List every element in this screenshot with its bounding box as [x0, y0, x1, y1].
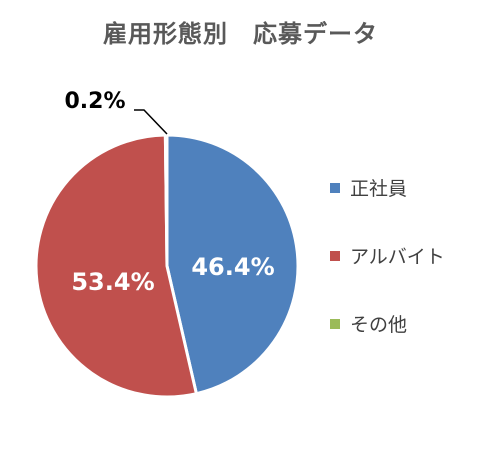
legend-swatch-parttime [330, 250, 340, 261]
legend-item: アルバイト [330, 242, 445, 269]
legend-swatch-regular [330, 182, 340, 193]
legend-item: その他 [330, 310, 407, 337]
legend-label: アルバイト [350, 246, 445, 268]
data-label: 46.4% [191, 253, 274, 281]
legend-swatch-other [330, 318, 340, 329]
chart-title: 雇用形態別 応募データ [103, 20, 378, 48]
pie-slice-parttime [34, 133, 199, 399]
legend-item: 正社員 [330, 174, 407, 201]
data-label: 53.4% [71, 268, 154, 296]
pie-slice-regular [165, 133, 300, 396]
legend-label: その他 [350, 314, 408, 336]
legend-label: 正社員 [350, 178, 408, 200]
leader-line [134, 109, 168, 135]
data-label: 0.2% [64, 89, 125, 114]
pie-slice-other [163, 133, 169, 267]
